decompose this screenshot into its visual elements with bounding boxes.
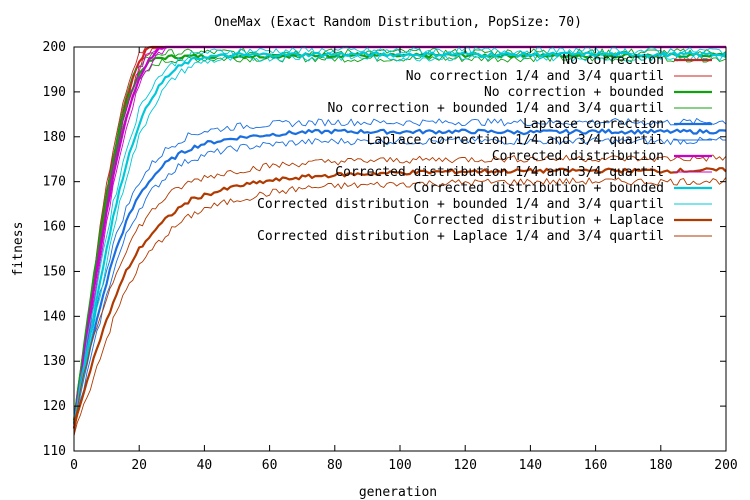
legend-label: Laplace correction 1/4 and 3/4 quartil [367,133,664,148]
series-line-12 [72,51,727,425]
y-tick-label: 180 [43,130,66,145]
legend-label: No correction 1/4 and 3/4 quartil [406,69,664,84]
legend-label: Corrected distribution + Laplace [414,213,665,228]
x-tick-label: 80 [327,458,343,473]
series-line-6 [72,128,727,424]
series-line-13 [73,53,727,431]
y-tick-label: 110 [43,444,66,459]
x-tick-label: 40 [197,458,213,473]
legend-label: No correction + bounded 1/4 and 3/4 quar… [327,101,664,116]
x-tick-label: 140 [519,458,542,473]
legend-label: Laplace correction [523,117,664,132]
x-tick-label: 60 [262,458,278,473]
y-tick-label: 140 [43,309,66,324]
y-tick-label: 150 [43,264,66,279]
y-tick-label: 170 [43,175,66,190]
x-tick-label: 180 [649,458,672,473]
series-line-16 [73,177,727,436]
x-tick-label: 120 [453,458,476,473]
ticks-layer: 0 20 40 60 80 100 120 140 160 180 200 110 120 130 140 1… [43,40,738,473]
series-line-7 [73,136,727,430]
y-tick-label: 130 [43,354,66,369]
legend-label: Corrected distribution + Laplace 1/4 and… [257,229,664,244]
series-line-4 [73,54,727,424]
chart-title: OneMax (Exact Random Distribution, PopSi… [214,15,582,30]
x-tick-label: 20 [131,458,147,473]
legend-label: Corrected distribution + bounded [414,181,664,196]
x-tick-label: 0 [70,458,78,473]
x-tick-label: 160 [584,458,607,473]
x-axis-label: generation [359,485,437,500]
x-tick-label: 100 [388,458,411,473]
y-tick-label: 190 [43,85,66,100]
y-tick-label: 160 [43,220,66,235]
legend-label: Corrected distribution + bounded 1/4 and… [257,197,664,212]
legend-label: Corrected distribution [492,149,664,164]
series-line-15 [72,167,727,429]
y-axis-label: fitness [11,222,26,277]
series-line-17 [73,154,727,423]
legend-label: Corrected distribution 1/4 and 3/4 quart… [335,165,664,180]
y-tick-label: 120 [43,399,66,414]
series-line-8 [73,118,727,417]
legend-label: No correction [562,53,664,68]
series-line-3 [72,52,727,421]
x-tick-label: 200 [714,458,737,473]
y-tick-label: 200 [43,40,66,55]
legend-label: No correction + bounded [484,85,664,100]
